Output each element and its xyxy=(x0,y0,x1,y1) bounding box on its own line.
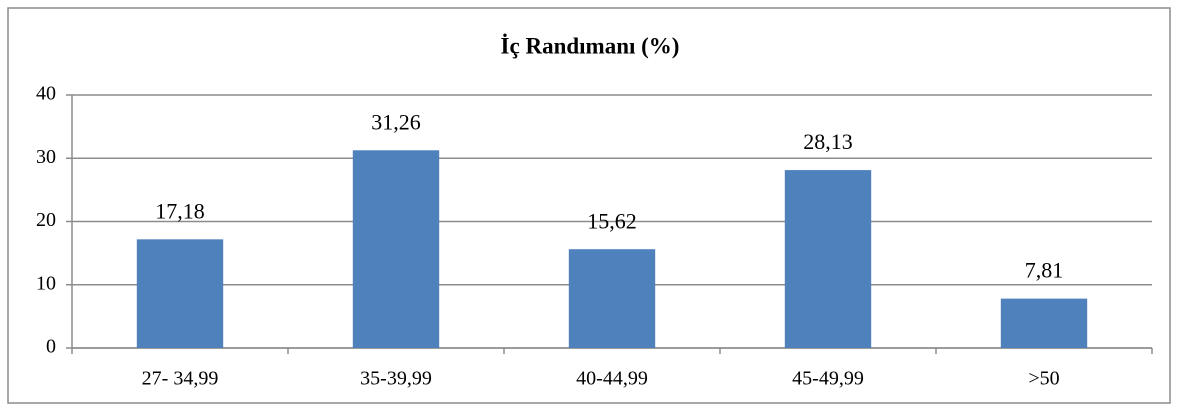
x-tick-label: 40-44,99 xyxy=(576,368,648,390)
y-tick-label: 10 xyxy=(36,272,56,294)
chart-title: İç Randımanı (%) xyxy=(501,33,680,58)
value-label: 17,18 xyxy=(155,198,205,223)
x-tick-label: 35-39,99 xyxy=(360,368,432,390)
value-label: 28,13 xyxy=(803,129,853,154)
y-tick-label: 30 xyxy=(36,146,56,168)
x-tick-label: >50 xyxy=(1028,368,1059,390)
value-label: 31,26 xyxy=(371,109,421,134)
bar xyxy=(784,170,872,348)
x-tick-label: 45-49,99 xyxy=(792,368,864,390)
y-tick-label: 0 xyxy=(46,336,56,358)
y-tick-label: 20 xyxy=(36,209,56,231)
x-tick-label: 27- 34,99 xyxy=(142,368,219,390)
y-tick-label: 40 xyxy=(36,83,56,105)
bar xyxy=(136,239,224,348)
bar xyxy=(1000,298,1088,348)
value-label: 7,81 xyxy=(1025,258,1064,283)
value-label: 15,62 xyxy=(587,208,637,233)
bar xyxy=(352,150,440,348)
bar xyxy=(568,249,656,348)
